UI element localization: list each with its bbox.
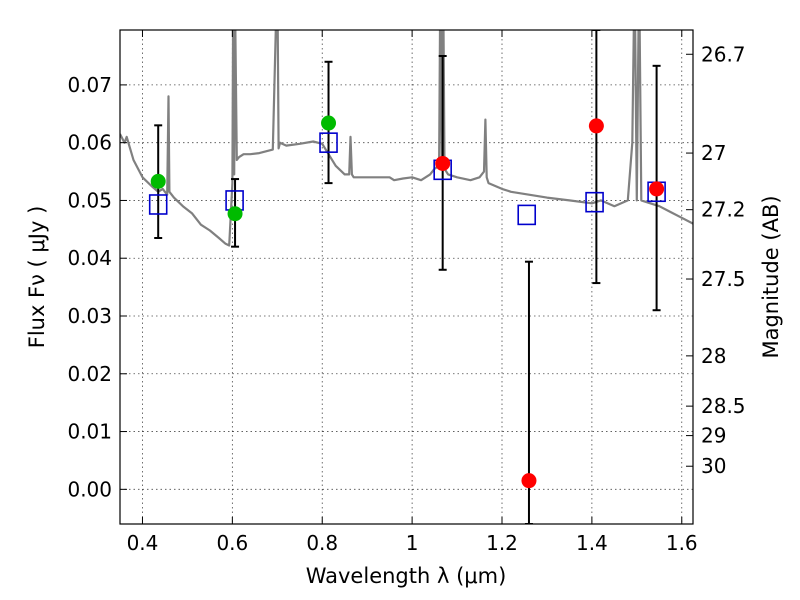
y-axis-title: Flux Fν ( μJy ) [25, 206, 49, 349]
y-tick-label: 0.00 [67, 477, 112, 501]
model-photometry-square [517, 204, 537, 226]
x-tick-label: 1.2 [486, 531, 518, 555]
nir-detection-point [588, 118, 604, 134]
x-tick-label: 0.4 [127, 531, 159, 555]
x-tick-label: 1 [406, 531, 419, 555]
magnitude-tick-label: 28 [701, 344, 726, 368]
plot-frame [119, 29, 694, 525]
nir-detection-point [435, 155, 451, 171]
y-tick-label: 0.02 [67, 362, 112, 386]
y-tick-label: 0.05 [67, 188, 112, 212]
y-tick-label: 0.01 [67, 420, 112, 444]
x-tick-label: 0.6 [216, 531, 248, 555]
y-tick-label: 0.07 [67, 73, 112, 97]
right-magnitude-axis: 26.7 27 27.2 27.5 28 28.5 29 30 [686, 42, 746, 478]
y-tick-label: 0.03 [67, 304, 112, 328]
y-axis: 0.00 0.01 0.02 0.03 0.04 0.05 0.06 0.07 [67, 73, 127, 501]
x-axis-title: Wavelength λ (μm) [306, 564, 507, 588]
nir-detection-point [649, 181, 665, 197]
model-photometry-square [148, 194, 168, 215]
plot-background [120, 30, 693, 524]
magnitude-tick-label: 27.2 [701, 198, 746, 222]
y-tick-label: 0.06 [67, 131, 112, 155]
optical-detection-point [227, 206, 243, 222]
detection-markers [150, 115, 665, 489]
spectrum-line [120, 30, 693, 247]
optical-detection-point [150, 173, 166, 189]
x-tick-label: 1.6 [666, 531, 698, 555]
model-photometry-square [319, 132, 338, 153]
magnitude-tick-label: 26.7 [701, 42, 746, 66]
nir-detection-point [521, 473, 537, 489]
magnitude-tick-label: 28.5 [701, 394, 746, 418]
x-axis: 0.4 0.6 0.8 1 1.2 1.4 1.6 [127, 30, 698, 555]
optical-detection-point [321, 115, 337, 131]
x-tick-label: 1.4 [576, 531, 608, 555]
magnitude-tick-label: 27.5 [701, 267, 746, 291]
magnitude-tick-label: 30 [701, 454, 726, 478]
magnitude-tick-label: 27 [701, 141, 726, 165]
magnitude-tick-label: 29 [701, 424, 726, 448]
x-tick-label: 0.8 [306, 531, 338, 555]
y-tick-label: 0.04 [67, 246, 112, 270]
model-photometry-square [585, 191, 604, 213]
right-axis-title: Magnitude (AB) [759, 195, 783, 358]
